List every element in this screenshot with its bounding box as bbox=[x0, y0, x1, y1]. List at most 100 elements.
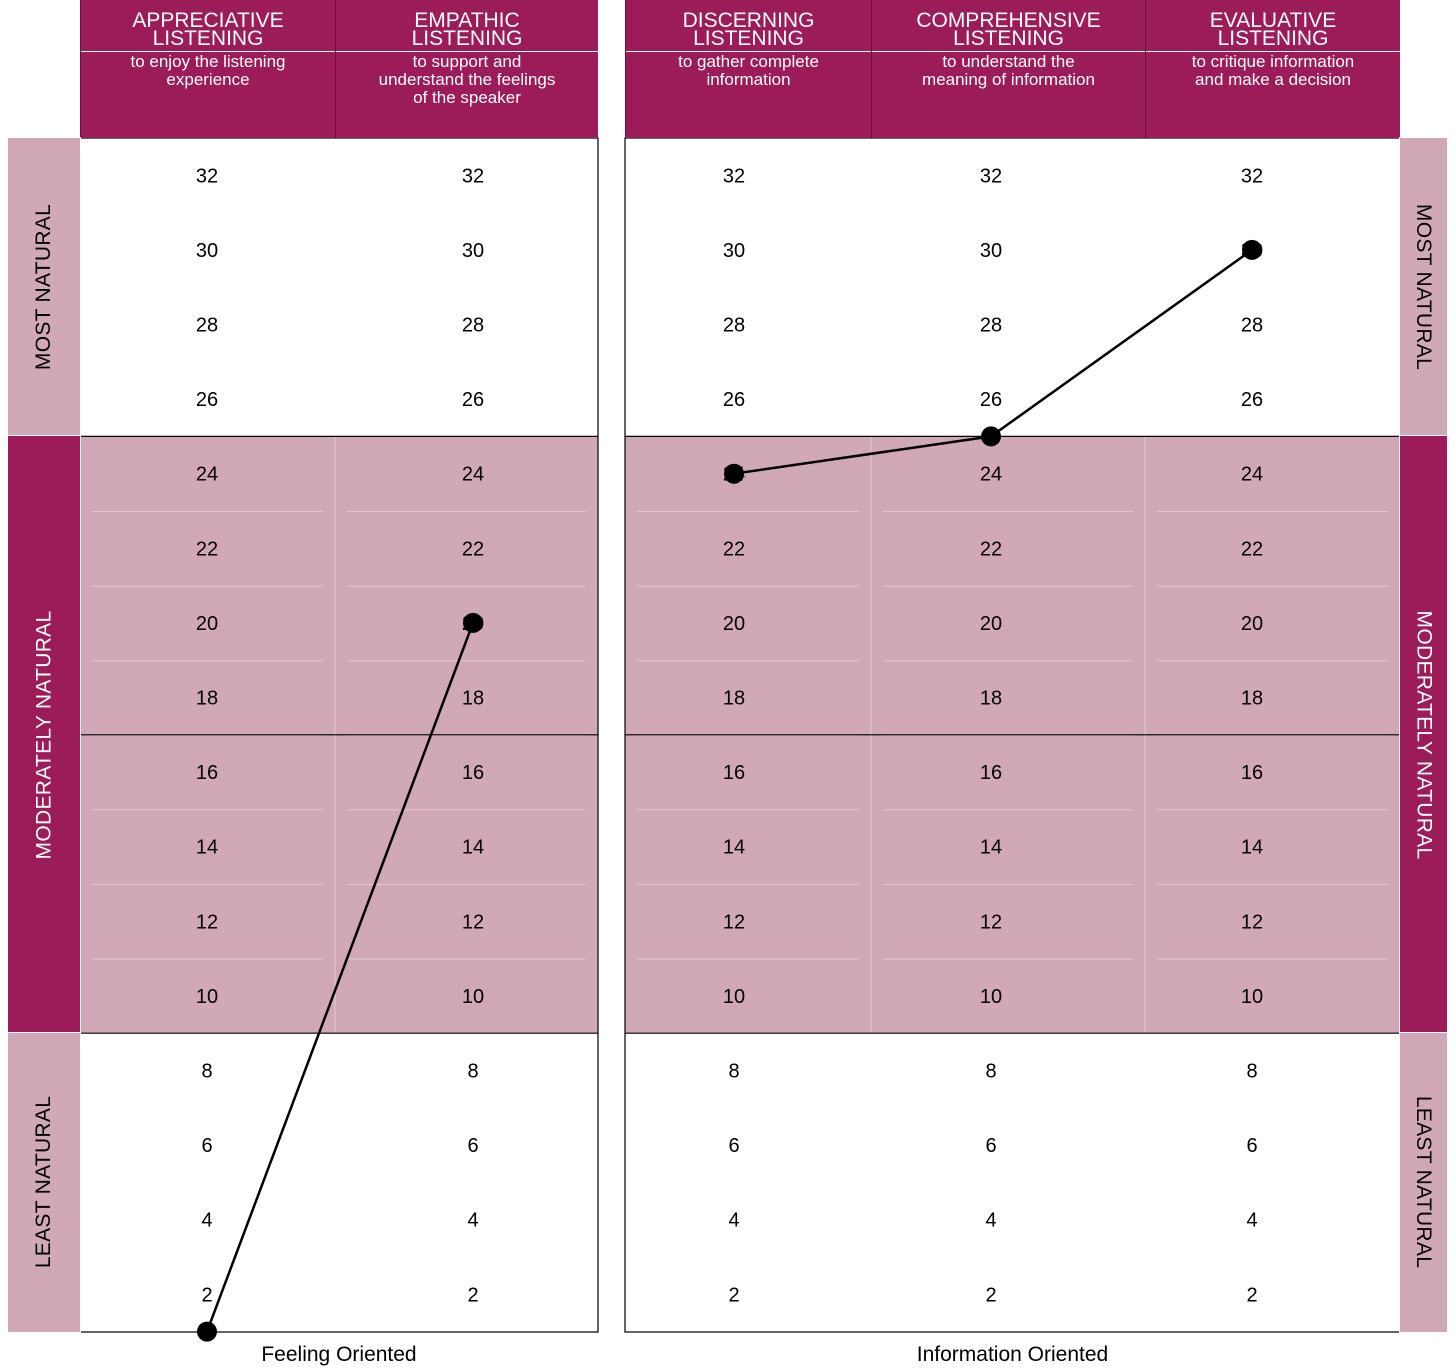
scale-tick-label: 28 bbox=[196, 315, 218, 337]
scale-tick-label: 8 bbox=[201, 1061, 212, 1083]
scale-tick-label: 2 bbox=[467, 1284, 478, 1306]
scale-tick-label: 26 bbox=[980, 389, 1002, 411]
scale-tick-label: 24 bbox=[462, 464, 484, 486]
scale-tick-label: 22 bbox=[980, 538, 1002, 560]
panel-0: 3230282624222018161412108642323028262422… bbox=[79, 137, 599, 1333]
panel-footer: Feeling Oriented bbox=[261, 1343, 417, 1366]
scale-tick-label: 24 bbox=[196, 464, 218, 486]
scale-tick-label: 4 bbox=[467, 1210, 478, 1232]
scale-tick-label: 14 bbox=[462, 837, 484, 859]
zone-label-text: LEAST NATURAL bbox=[1412, 1096, 1436, 1269]
scale-tick-label: 18 bbox=[980, 688, 1002, 710]
scale-tick-label: 16 bbox=[462, 762, 484, 784]
data-point bbox=[463, 612, 483, 633]
scale-tick-label: 26 bbox=[196, 389, 218, 411]
scale-tick-label: 4 bbox=[985, 1210, 996, 1232]
scale-tick-label: 20 bbox=[196, 613, 218, 635]
zone-label-text: MODERATELY NATURAL bbox=[32, 610, 56, 860]
scale-tick-label: 16 bbox=[196, 762, 218, 784]
zone-label-left: LEAST NATURAL bbox=[7, 1032, 81, 1333]
scale-tick-label: 6 bbox=[467, 1135, 478, 1157]
scale-tick-label: 32 bbox=[723, 165, 745, 187]
scale-tick-label: 10 bbox=[1241, 986, 1263, 1008]
data-point bbox=[197, 1321, 217, 1342]
panel-footer: Information Oriented bbox=[916, 1343, 1109, 1366]
scale-tick-label: 14 bbox=[196, 837, 218, 859]
scale-tick-label: 4 bbox=[728, 1210, 739, 1232]
column-title: EMPATHIC LISTENING bbox=[411, 9, 523, 50]
scale-tick-label: 30 bbox=[196, 240, 218, 262]
scale-tick-label: 18 bbox=[462, 688, 484, 710]
series-line bbox=[205, 622, 475, 1333]
scale-tick-label: 6 bbox=[201, 1135, 212, 1157]
scale-tick-label: 16 bbox=[723, 762, 745, 784]
zone-label-right: MODERATELY NATURAL bbox=[1399, 435, 1448, 1035]
scale-tick-label: 22 bbox=[1241, 538, 1263, 560]
scale-tick-label: 14 bbox=[1241, 837, 1263, 859]
scale-tick-label: 12 bbox=[723, 911, 745, 933]
zone-label-text: MODERATELY NATURAL bbox=[1412, 610, 1436, 860]
scale-tick-label: 10 bbox=[196, 986, 218, 1008]
scale-tick-label: 12 bbox=[1241, 911, 1263, 933]
scale-tick-label: 32 bbox=[980, 165, 1002, 187]
scale-tick-label: 8 bbox=[1246, 1061, 1257, 1083]
data-point bbox=[1242, 239, 1262, 260]
scale-tick-label: 6 bbox=[1246, 1135, 1257, 1157]
zone-label-text: MOST NATURAL bbox=[1412, 204, 1436, 371]
column-header: EMPATHIC LISTENING to support and understan… bbox=[335, 0, 598, 138]
scale-tick-label: 26 bbox=[1241, 389, 1263, 411]
column-subtitle: to enjoy the listening experience bbox=[81, 51, 335, 89]
column-header: APPRECIATIVE LISTENING to enjoy the listen… bbox=[80, 0, 335, 138]
column-subtitle: to support and understand the feelings of … bbox=[336, 51, 598, 107]
scale-tick-label: 32 bbox=[1241, 165, 1263, 187]
scale-tick-label: 8 bbox=[728, 1061, 739, 1083]
scale-tick-label: 22 bbox=[723, 538, 745, 560]
zone-label-right: LEAST NATURAL bbox=[1399, 1032, 1448, 1333]
scale-tick-label: 28 bbox=[462, 315, 484, 337]
scale-tick-label: 18 bbox=[723, 688, 745, 710]
scale-tick-label: 12 bbox=[462, 911, 484, 933]
scale-tick-label: 8 bbox=[985, 1061, 996, 1083]
scale-tick-label: 26 bbox=[462, 389, 484, 411]
scale-tick-label: 2 bbox=[201, 1284, 212, 1306]
scale-tick-label: 32 bbox=[462, 165, 484, 187]
zone-label-right: MOST NATURAL bbox=[1399, 136, 1448, 438]
column-subtitle: to critique information and make a decisi… bbox=[1146, 51, 1400, 89]
scale-tick-label: 24 bbox=[1241, 464, 1263, 486]
panel-1: 3230282624222018161412108642323028262422… bbox=[624, 137, 1401, 1333]
scale-tick-label: 12 bbox=[980, 911, 1002, 933]
scale-tick-label: 6 bbox=[985, 1135, 996, 1157]
scale-tick-label: 12 bbox=[196, 911, 218, 933]
scale-tick-label: 18 bbox=[196, 688, 218, 710]
column-header: DISCERNING LISTENING to gather complete inf… bbox=[625, 0, 871, 138]
scale-tick-label: 14 bbox=[723, 837, 745, 859]
scale-tick-label: 4 bbox=[201, 1210, 212, 1232]
scale-tick-label: 10 bbox=[723, 986, 745, 1008]
zone-label-text: LEAST NATURAL bbox=[32, 1096, 55, 1269]
scale-tick-label: 30 bbox=[980, 240, 1002, 262]
scale-tick-label: 2 bbox=[985, 1284, 996, 1306]
scale-tick-label: 22 bbox=[196, 538, 218, 560]
scale-tick-label: 30 bbox=[462, 240, 484, 262]
data-point bbox=[981, 426, 1001, 447]
scale-tick-label: 14 bbox=[980, 837, 1002, 859]
zone-label-left: MOST NATURAL bbox=[7, 136, 81, 438]
scale-tick-label: 26 bbox=[723, 389, 745, 411]
column-subtitle: to understand the meaning of information bbox=[872, 51, 1145, 89]
column-title: COMPREHENSIVE LISTENING bbox=[916, 9, 1101, 50]
column-title: EVALUATIVE LISTENING bbox=[1209, 9, 1337, 50]
scale-tick-label: 28 bbox=[1241, 315, 1263, 337]
scale-tick-label: 16 bbox=[980, 762, 1002, 784]
scale-tick-label: 8 bbox=[467, 1061, 478, 1083]
scale-tick-label: 30 bbox=[723, 240, 745, 262]
scale-tick-label: 20 bbox=[1241, 613, 1263, 635]
scale-tick-label: 4 bbox=[1246, 1210, 1257, 1232]
column-header: EVALUATIVE LISTENING to critique informati… bbox=[1145, 0, 1400, 138]
scale-tick-label: 28 bbox=[723, 315, 745, 337]
scale-tick-label: 2 bbox=[1246, 1284, 1257, 1306]
column-subtitle: to gather complete information bbox=[626, 51, 871, 89]
column-title: APPRECIATIVE LISTENING bbox=[132, 9, 284, 50]
scale-tick-label: 24 bbox=[980, 464, 1002, 486]
scale-tick-label: 10 bbox=[980, 986, 1002, 1008]
